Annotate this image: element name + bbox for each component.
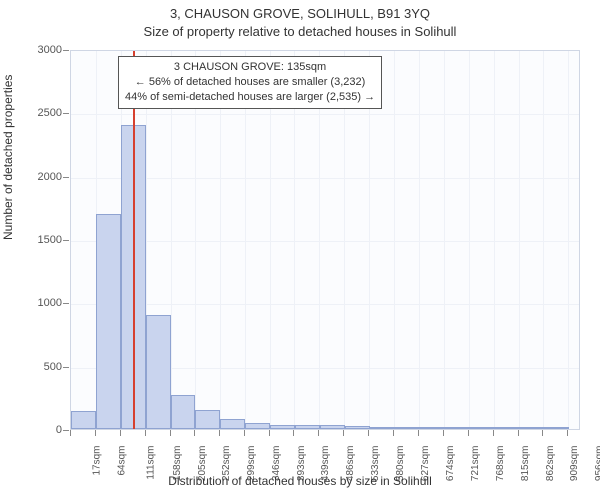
y-tick-label: 1000 bbox=[12, 297, 62, 309]
chart-title-address: 3, CHAUSON GROVE, SOLIHULL, B91 3YQ bbox=[0, 6, 600, 21]
y-tick-label: 3000 bbox=[12, 44, 62, 56]
histogram-bar bbox=[370, 427, 395, 429]
y-tick-label: 2500 bbox=[12, 107, 62, 119]
annotation-line: ← 56% of detached houses are smaller (3,… bbox=[125, 75, 375, 90]
histogram-bar bbox=[469, 427, 494, 429]
histogram-bar bbox=[494, 427, 519, 429]
annotation-line: 44% of semi-detached houses are larger (… bbox=[125, 90, 375, 105]
y-tick-label: 500 bbox=[12, 361, 62, 373]
histogram-bar bbox=[146, 315, 171, 429]
histogram-bar bbox=[295, 425, 320, 429]
annotation-line: 3 CHAUSON GROVE: 135sqm bbox=[125, 60, 375, 75]
y-tick-label: 1500 bbox=[12, 234, 62, 246]
histogram-bar bbox=[171, 395, 196, 429]
x-tick-label: 64sqm bbox=[116, 446, 127, 476]
histogram-bar bbox=[444, 427, 469, 429]
histogram-bar bbox=[96, 214, 121, 429]
x-axis-label: Distribution of detached houses by size … bbox=[0, 474, 600, 488]
y-tick-label: 0 bbox=[12, 424, 62, 436]
y-tick-label: 2000 bbox=[12, 171, 62, 183]
histogram-bar bbox=[519, 427, 544, 429]
histogram-bar bbox=[544, 427, 569, 429]
histogram-bar bbox=[245, 423, 270, 429]
chart-container: 3, CHAUSON GROVE, SOLIHULL, B91 3YQ Size… bbox=[0, 0, 600, 500]
histogram-bar bbox=[320, 425, 345, 429]
histogram-bar bbox=[395, 427, 420, 429]
chart-title-description: Size of property relative to detached ho… bbox=[0, 24, 600, 39]
histogram-bar bbox=[220, 419, 245, 429]
histogram-bar bbox=[345, 426, 370, 429]
histogram-bar bbox=[71, 411, 96, 429]
histogram-bar bbox=[195, 410, 220, 429]
x-tick-label: 17sqm bbox=[92, 446, 103, 476]
annotation-box: 3 CHAUSON GROVE: 135sqm← 56% of detached… bbox=[118, 56, 382, 109]
y-axis-label: Number of detached properties bbox=[1, 75, 15, 240]
histogram-bar bbox=[270, 425, 295, 429]
histogram-bar bbox=[419, 427, 444, 429]
